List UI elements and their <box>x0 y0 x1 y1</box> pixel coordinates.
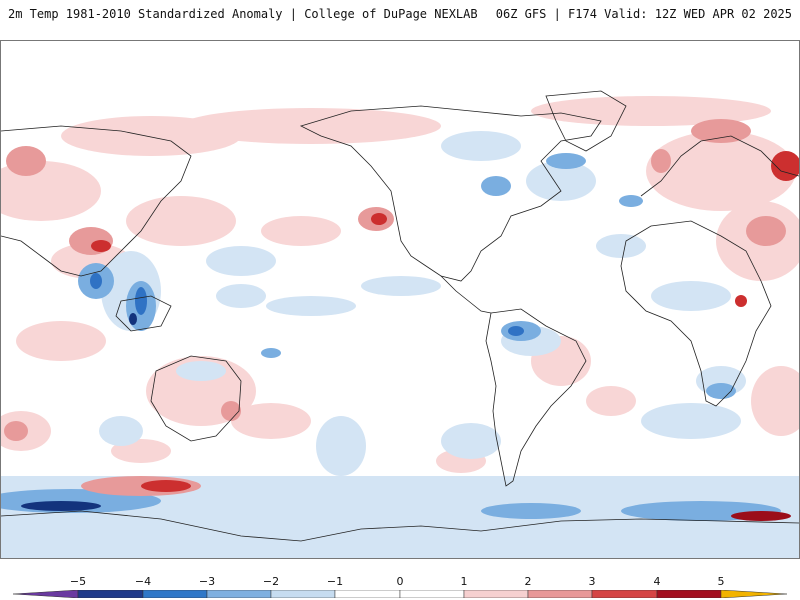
colorbar-tick-label: 1 <box>460 575 468 588</box>
coastlines <box>1 90 799 542</box>
cold-anomaly-strong <box>78 153 736 399</box>
colorbar-segment <box>142 590 208 598</box>
colorbar-segment <box>334 590 401 598</box>
colorbar-tick-label: −5 <box>69 575 87 588</box>
colorbar-segment <box>206 590 272 598</box>
anomaly-map <box>0 40 800 559</box>
colorbar-tick-label: 3 <box>588 575 596 588</box>
colorbar-tick-label: −3 <box>198 575 216 588</box>
colorbar-tick-label: −4 <box>134 575 152 588</box>
map-canvas <box>1 90 799 558</box>
colorbar-segment <box>527 590 593 598</box>
colorbar-segment <box>720 590 787 598</box>
header: 2m Temp 1981-2010 Standardized Anomaly |… <box>0 0 800 40</box>
colorbar-segment <box>270 590 336 598</box>
colorbar: −5 −4 −3 −2 −1 0 1 2 3 4 5 <box>0 565 800 600</box>
colorbar-tick-label: 0 <box>396 575 404 588</box>
colorbar-segment <box>656 590 722 598</box>
antarctic-anomaly-band <box>1 476 799 558</box>
colorbar-segment <box>399 590 465 598</box>
colorbar-segment <box>13 590 79 598</box>
map-title: 2m Temp 1981-2010 Standardized Anomaly |… <box>8 7 478 21</box>
colorbar-tick-label: −1 <box>326 575 344 588</box>
colorbar-tick-label: 5 <box>717 575 725 588</box>
warm-anomaly-strong <box>4 119 799 441</box>
colorbar-tick-label: −2 <box>262 575 280 588</box>
colorbar-segment <box>591 590 658 598</box>
colorbar-tick-label: 4 <box>653 575 661 588</box>
model-valid-time: 06Z GFS | F174 Valid: 12Z WED APR 02 202… <box>495 7 792 21</box>
cold-anomaly-light <box>99 131 746 476</box>
colorbar-segment <box>463 590 529 598</box>
colorbar-scale <box>13 590 787 598</box>
colorbar-segment <box>77 590 144 598</box>
colorbar-tick-label: 2 <box>524 575 532 588</box>
